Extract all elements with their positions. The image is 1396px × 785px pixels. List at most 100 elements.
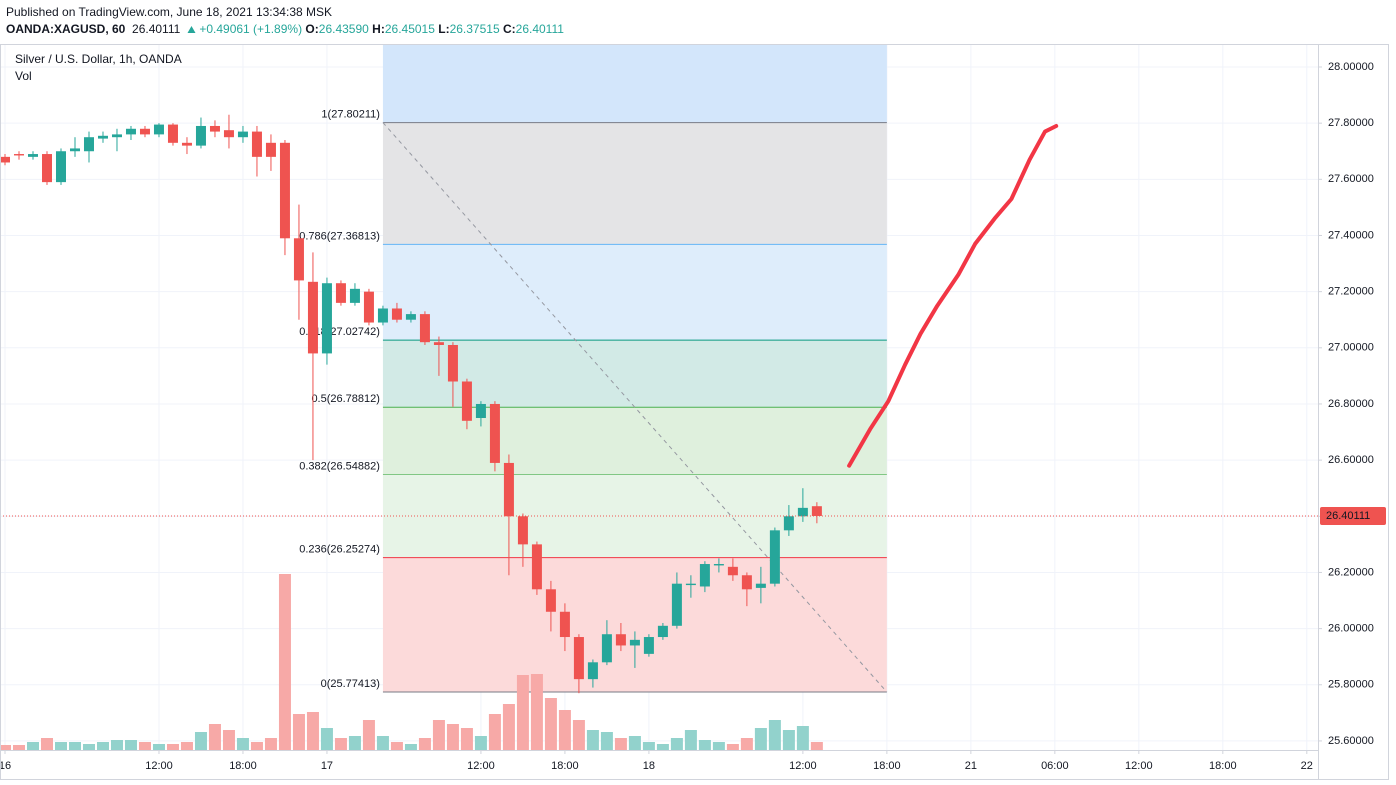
candle-body bbox=[293, 238, 304, 281]
candle-layer bbox=[0, 114, 822, 694]
x-tick-label: 12:00 bbox=[145, 760, 173, 772]
symbol-line: OANDA:XAGUSD, 60 26.40111 +0.49061 (+1.8… bbox=[6, 22, 564, 36]
up-arrow bbox=[187, 26, 196, 33]
volume-bar bbox=[754, 728, 767, 750]
candle-body bbox=[699, 564, 710, 587]
close-value: 26.40111 bbox=[515, 22, 564, 36]
fib-level-label: 0(25.77413) bbox=[321, 678, 380, 690]
x-tick-label: 18:00 bbox=[229, 760, 257, 772]
y-tick-label: 26.00000 bbox=[1328, 623, 1374, 635]
candle-body bbox=[139, 128, 150, 135]
y-tick-label: 25.60000 bbox=[1328, 735, 1374, 747]
low-key: L: bbox=[438, 22, 450, 36]
candle-body bbox=[97, 135, 108, 139]
candle-body bbox=[433, 342, 444, 345]
candle-body bbox=[713, 564, 724, 566]
candle-body bbox=[391, 308, 402, 320]
candle-body bbox=[615, 634, 626, 646]
last-price-box bbox=[1320, 506, 1386, 525]
volume-bar bbox=[54, 742, 67, 750]
volume-bar bbox=[586, 730, 599, 750]
candle-body bbox=[405, 314, 416, 320]
candle-body bbox=[223, 130, 234, 138]
candle-body bbox=[643, 637, 654, 654]
volume-bar bbox=[96, 742, 109, 750]
volume-bar bbox=[544, 698, 557, 750]
candle-body bbox=[559, 611, 570, 638]
volume-bar bbox=[320, 728, 333, 750]
fib-band bbox=[382, 122, 887, 245]
volume-bar bbox=[474, 736, 487, 750]
candle-body bbox=[601, 634, 612, 663]
volume-bar bbox=[124, 740, 137, 750]
candle-body bbox=[447, 344, 458, 382]
volume-bar bbox=[390, 742, 403, 750]
volume-bar bbox=[194, 732, 207, 750]
volume-bar bbox=[796, 726, 809, 750]
volume-bar bbox=[600, 732, 613, 750]
volume-bar bbox=[488, 714, 501, 750]
fib-level-label: 0.5(26.78812) bbox=[311, 393, 380, 405]
x-tick-label: 12:00 bbox=[1125, 760, 1153, 772]
fib-band bbox=[382, 407, 887, 475]
volume-bar bbox=[250, 742, 263, 750]
candle-body bbox=[13, 154, 24, 156]
y-tick-label: 25.80000 bbox=[1328, 679, 1374, 691]
candle-body bbox=[69, 148, 80, 152]
fib-level-label: 0.382(26.54882) bbox=[299, 460, 380, 472]
candle-body bbox=[349, 288, 360, 303]
candle-body bbox=[55, 151, 66, 183]
candle-body bbox=[811, 506, 822, 516]
candle-body bbox=[503, 462, 514, 517]
fib-trend-line bbox=[382, 122, 888, 693]
volume-bar bbox=[208, 724, 221, 750]
candle-body bbox=[461, 381, 472, 421]
fib-level-label: 0.618(27.02742) bbox=[299, 326, 380, 338]
fib-band bbox=[382, 44, 887, 123]
candle-body bbox=[153, 124, 164, 135]
volume-bar bbox=[530, 674, 543, 750]
volume-bar bbox=[656, 744, 669, 750]
frame bbox=[0, 44, 1389, 780]
volume-bar bbox=[278, 574, 291, 750]
volume-bar bbox=[362, 720, 375, 750]
candle-body bbox=[475, 403, 486, 419]
volume-bar bbox=[516, 675, 529, 750]
fib-band bbox=[382, 557, 887, 693]
open-value: 26.43590 bbox=[318, 22, 369, 36]
candle-body bbox=[111, 134, 122, 138]
candle-body bbox=[27, 154, 38, 157]
y-tick-label: 27.00000 bbox=[1328, 342, 1374, 354]
volume-bar bbox=[572, 720, 585, 750]
volume-bar bbox=[698, 740, 711, 750]
volume-bar bbox=[40, 738, 53, 750]
x-tick-label: 06:00 bbox=[1041, 760, 1069, 772]
candle-body bbox=[531, 544, 542, 590]
volume-bar bbox=[684, 730, 697, 750]
volume-bar bbox=[446, 724, 459, 750]
candle-body bbox=[209, 125, 220, 132]
candle-body bbox=[0, 156, 10, 163]
low-value: 26.37515 bbox=[449, 22, 500, 36]
volume-bar bbox=[236, 738, 249, 750]
candle-body bbox=[41, 154, 52, 183]
volume-bar bbox=[614, 738, 627, 750]
high-key: H: bbox=[372, 22, 385, 36]
close-key: C: bbox=[502, 22, 516, 36]
price-change: +0.49061 (+1.89%) bbox=[199, 22, 303, 36]
candle-body bbox=[335, 283, 346, 303]
y-tick-label: 28.00000 bbox=[1328, 61, 1374, 73]
candle-body bbox=[727, 566, 738, 576]
x-tick-label: 18 bbox=[643, 760, 655, 772]
volume-bar bbox=[348, 736, 361, 750]
candle-body bbox=[363, 291, 374, 323]
volume-bar bbox=[68, 742, 81, 750]
volume-bar bbox=[712, 742, 725, 750]
volume-bar bbox=[404, 744, 417, 750]
candle-body bbox=[125, 128, 136, 135]
candle-body bbox=[629, 639, 640, 646]
x-tick-label: 16 bbox=[0, 760, 11, 772]
candle-body bbox=[545, 589, 556, 612]
volume-bar bbox=[810, 742, 823, 750]
candle-body bbox=[279, 142, 290, 239]
